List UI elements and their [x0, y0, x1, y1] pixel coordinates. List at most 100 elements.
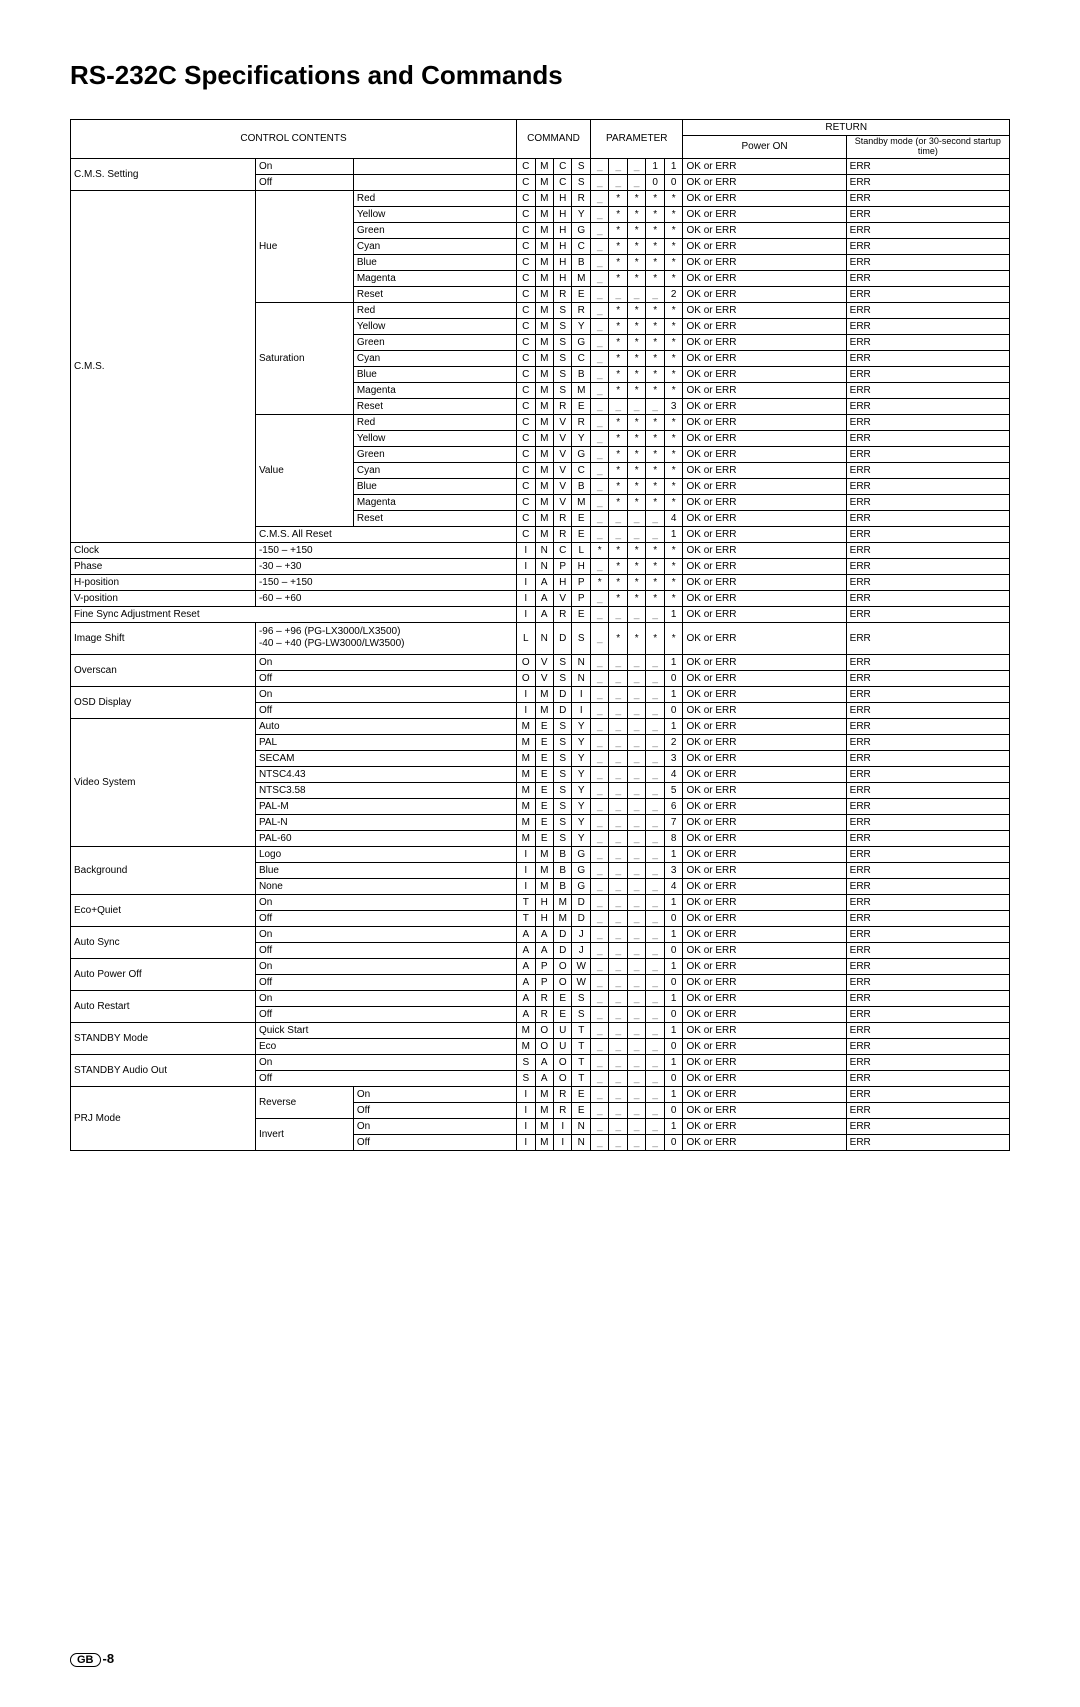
option-cell: Cyan — [353, 462, 516, 478]
command-cell: B — [554, 862, 572, 878]
command-cell: V — [554, 478, 572, 494]
parameter-cell: _ — [609, 958, 627, 974]
return-poweron-cell: OK or ERR — [683, 574, 846, 590]
return-poweron-cell: OK or ERR — [683, 1134, 846, 1150]
command-cell: S — [554, 718, 572, 734]
parameter-cell: * — [646, 462, 664, 478]
command-cell: J — [572, 926, 591, 942]
parameter-cell: _ — [609, 798, 627, 814]
command-cell: M — [517, 1038, 535, 1054]
return-standby-cell: ERR — [846, 366, 1009, 382]
command-cell: M — [535, 158, 553, 174]
setting-cell: -60 – +60 — [255, 590, 516, 606]
parameter-cell: * — [609, 494, 627, 510]
command-cell: V — [554, 414, 572, 430]
parameter-cell: * — [609, 574, 627, 590]
parameter-cell: _ — [591, 478, 609, 494]
parameter-cell: 1 — [664, 158, 683, 174]
command-cell: T — [517, 910, 535, 926]
return-standby-cell: ERR — [846, 494, 1009, 510]
command-cell: I — [517, 1118, 535, 1134]
return-standby-cell: ERR — [846, 462, 1009, 478]
command-cell: R — [535, 990, 553, 1006]
command-cell: A — [517, 926, 535, 942]
command-cell: M — [517, 798, 535, 814]
parameter-cell: 0 — [664, 1038, 683, 1054]
return-standby-cell: ERR — [846, 542, 1009, 558]
return-standby-cell: ERR — [846, 190, 1009, 206]
setting-cell: PAL-N — [255, 814, 516, 830]
command-cell: M — [554, 894, 572, 910]
parameter-cell: _ — [646, 830, 664, 846]
setting-cell: Off — [255, 974, 516, 990]
command-cell: D — [554, 926, 572, 942]
command-cell: P — [535, 974, 553, 990]
parameter-cell: _ — [609, 670, 627, 686]
setting-cell: C.M.S. All Reset — [255, 526, 516, 542]
parameter-cell: * — [646, 446, 664, 462]
parameter-cell: _ — [591, 766, 609, 782]
parameter-cell: _ — [609, 974, 627, 990]
command-cell: M — [535, 302, 553, 318]
command-cell: G — [572, 846, 591, 862]
parameter-cell: * — [664, 462, 683, 478]
command-cell: C — [517, 190, 535, 206]
return-standby-cell: ERR — [846, 670, 1009, 686]
return-standby-cell: ERR — [846, 430, 1009, 446]
parameter-cell: 0 — [664, 174, 683, 190]
gb-badge: GB — [70, 1653, 101, 1667]
parameter-cell: * — [609, 462, 627, 478]
parameter-cell: _ — [609, 750, 627, 766]
command-cell: L — [517, 622, 535, 654]
command-cell: I — [517, 1086, 535, 1102]
return-poweron-cell: OK or ERR — [683, 990, 846, 1006]
option-cell: Green — [353, 334, 516, 350]
return-poweron-cell: OK or ERR — [683, 222, 846, 238]
control-cell: STANDBY Mode — [71, 1022, 256, 1054]
command-cell: H — [535, 894, 553, 910]
return-poweron-cell: OK or ERR — [683, 462, 846, 478]
parameter-cell: * — [646, 590, 664, 606]
parameter-cell: * — [627, 446, 645, 462]
command-cell: I — [517, 574, 535, 590]
option-cell: Green — [353, 222, 516, 238]
option-cell: Reset — [353, 286, 516, 302]
command-cell: D — [554, 942, 572, 958]
command-cell: S — [554, 782, 572, 798]
command-cell: A — [517, 1006, 535, 1022]
parameter-cell: 0 — [664, 974, 683, 990]
command-cell: S — [572, 174, 591, 190]
parameter-cell: _ — [627, 526, 645, 542]
parameter-cell: * — [627, 366, 645, 382]
return-poweron-cell: OK or ERR — [683, 686, 846, 702]
parameter-cell: _ — [627, 974, 645, 990]
parameter-cell: * — [609, 430, 627, 446]
command-cell: V — [554, 462, 572, 478]
parameter-cell: 0 — [664, 670, 683, 686]
parameter-cell: _ — [646, 782, 664, 798]
parameter-cell: * — [627, 318, 645, 334]
command-cell: U — [554, 1038, 572, 1054]
parameter-cell: _ — [591, 222, 609, 238]
option-cell: Yellow — [353, 430, 516, 446]
command-cell: E — [554, 990, 572, 1006]
control-cell: Eco+Quiet — [71, 894, 256, 926]
command-cell: P — [572, 574, 591, 590]
setting-cell: On — [255, 958, 516, 974]
return-standby-cell: ERR — [846, 910, 1009, 926]
setting-cell: Off — [255, 702, 516, 718]
header-standby: Standby mode (or 30-second startup time) — [846, 136, 1009, 159]
parameter-cell: 3 — [664, 398, 683, 414]
parameter-cell: _ — [591, 718, 609, 734]
command-cell: A — [535, 574, 553, 590]
command-cell: T — [517, 894, 535, 910]
parameter-cell: _ — [591, 286, 609, 302]
command-cell: H — [554, 206, 572, 222]
parameter-cell: * — [591, 574, 609, 590]
parameter-cell: _ — [609, 910, 627, 926]
parameter-cell: _ — [609, 174, 627, 190]
parameter-cell: * — [646, 574, 664, 590]
command-cell: S — [554, 654, 572, 670]
return-standby-cell: ERR — [846, 318, 1009, 334]
parameter-cell: _ — [627, 654, 645, 670]
